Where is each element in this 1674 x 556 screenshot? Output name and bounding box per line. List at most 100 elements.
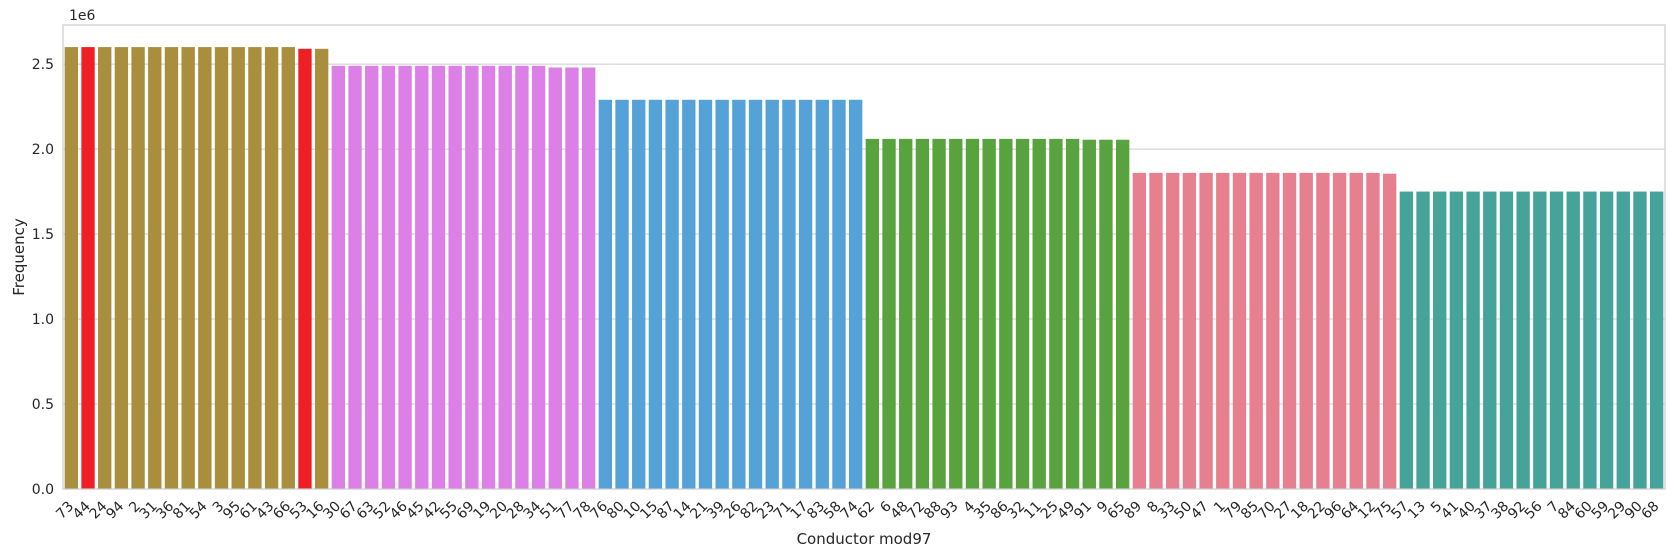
bar-3 <box>214 47 229 489</box>
bar-74 <box>848 99 863 490</box>
bar-92 <box>1516 191 1530 490</box>
bar-31 <box>148 47 162 489</box>
y-tick-label: 1.5 <box>32 227 54 243</box>
x-tick-label: 56 <box>1522 498 1546 522</box>
bar-series <box>64 47 1664 490</box>
bar-22 <box>1316 172 1330 489</box>
bar-26 <box>732 99 746 490</box>
bar-25 <box>1049 138 1063 489</box>
bar-70 <box>1266 172 1280 489</box>
bar-42 <box>431 65 446 490</box>
y-offset-label: 1e6 <box>69 8 96 24</box>
bar-13 <box>1416 191 1430 490</box>
bar-14 <box>682 99 696 490</box>
bar-91 <box>1082 139 1096 489</box>
bar-93 <box>949 138 963 489</box>
bar-4 <box>965 138 980 489</box>
bar-11 <box>1032 138 1046 489</box>
x-tick-label: 89 <box>1121 499 1145 523</box>
bar-68 <box>1649 191 1664 490</box>
gridlines <box>63 63 1665 405</box>
y-tick-label: 0.0 <box>32 482 54 498</box>
bar-10 <box>632 99 646 490</box>
bar-45 <box>415 65 429 490</box>
bar-8 <box>1149 172 1163 489</box>
bar-65 <box>1115 139 1130 489</box>
x-tick-label: 47 <box>1188 499 1212 523</box>
bar-75 <box>1382 173 1397 489</box>
bar-88 <box>932 138 946 489</box>
bar-87 <box>665 99 679 490</box>
y-tick-label: 2.0 <box>32 142 54 158</box>
y-tick-label: 0.5 <box>32 397 54 413</box>
bar-71 <box>782 99 796 490</box>
bar-90 <box>1633 191 1647 490</box>
bar-67 <box>348 65 362 490</box>
x-tick-label: 62 <box>854 499 878 523</box>
bar-60 <box>1583 191 1597 490</box>
bar-18 <box>1299 172 1313 489</box>
bar-12 <box>1366 172 1380 489</box>
y-axis-title: Frequency <box>10 218 28 296</box>
bar-73 <box>64 47 79 489</box>
bar-29 <box>1616 191 1630 490</box>
x-tick-label: 91 <box>1071 499 1095 523</box>
bar-32 <box>1015 138 1030 489</box>
bar-16 <box>314 48 329 490</box>
bar-89 <box>1132 172 1147 489</box>
bar-85 <box>1249 172 1263 489</box>
bar-1 <box>1216 172 1230 489</box>
bar-64 <box>1349 172 1363 489</box>
bar-50 <box>1182 172 1197 489</box>
bar-34 <box>531 65 546 490</box>
bar-66 <box>281 47 295 489</box>
bar-81 <box>181 47 195 489</box>
bar-76 <box>598 99 613 490</box>
x-axis-title: Conductor mod97 <box>797 530 932 548</box>
bar-21 <box>698 99 713 490</box>
bar-17 <box>798 99 813 490</box>
bar-5 <box>1433 191 1447 490</box>
bar-84 <box>1566 191 1580 490</box>
plot-frame <box>62 24 1666 490</box>
y-tick-label: 1.0 <box>32 312 54 328</box>
bar-15 <box>648 99 663 490</box>
bar-59 <box>1599 191 1614 490</box>
bar-38 <box>1499 191 1514 490</box>
x-tick-label: 94 <box>103 498 127 522</box>
bar-52 <box>381 65 396 490</box>
bar-72 <box>915 138 930 489</box>
bar-37 <box>1483 191 1497 490</box>
bar-78 <box>581 67 596 489</box>
bar-80 <box>615 99 629 490</box>
bar-7 <box>1549 191 1564 490</box>
bar-94 <box>114 47 129 489</box>
bar-2 <box>131 47 145 489</box>
bar-20 <box>498 65 512 490</box>
bar-28 <box>515 65 529 490</box>
bar-9 <box>1099 139 1113 489</box>
bar-51 <box>548 67 562 489</box>
bar-83 <box>815 99 829 490</box>
x-tick-label: 93 <box>938 499 962 523</box>
bar-49 <box>1065 138 1080 489</box>
bar-47 <box>1199 172 1213 489</box>
bar-62 <box>865 138 880 489</box>
bar-82 <box>748 99 763 490</box>
bar-53 <box>298 48 312 490</box>
bar-6 <box>882 138 896 489</box>
y-axis-ticks: 0.0 0.5 1.0 1.5 2.0 2.5 <box>32 57 54 498</box>
bar-40 <box>1466 191 1480 490</box>
bar-36 <box>164 47 179 489</box>
bar-77 <box>565 67 579 489</box>
bar-54 <box>198 47 212 489</box>
bar-19 <box>481 65 496 490</box>
bar-86 <box>999 138 1013 489</box>
bar-23 <box>765 99 779 490</box>
bar-48 <box>899 138 913 489</box>
bar-79 <box>1232 172 1247 489</box>
bar-63 <box>365 65 379 490</box>
bar-61 <box>248 47 262 489</box>
